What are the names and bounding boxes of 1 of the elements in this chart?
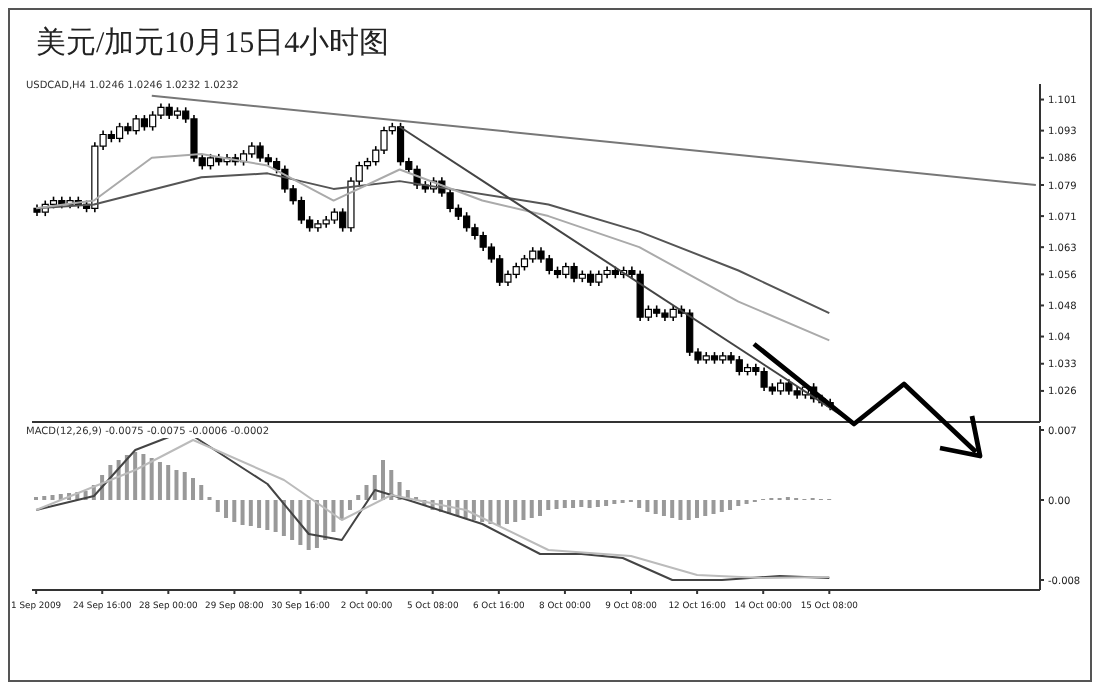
chart-title: 美元/加元10月15日4小时图 (36, 24, 390, 62)
